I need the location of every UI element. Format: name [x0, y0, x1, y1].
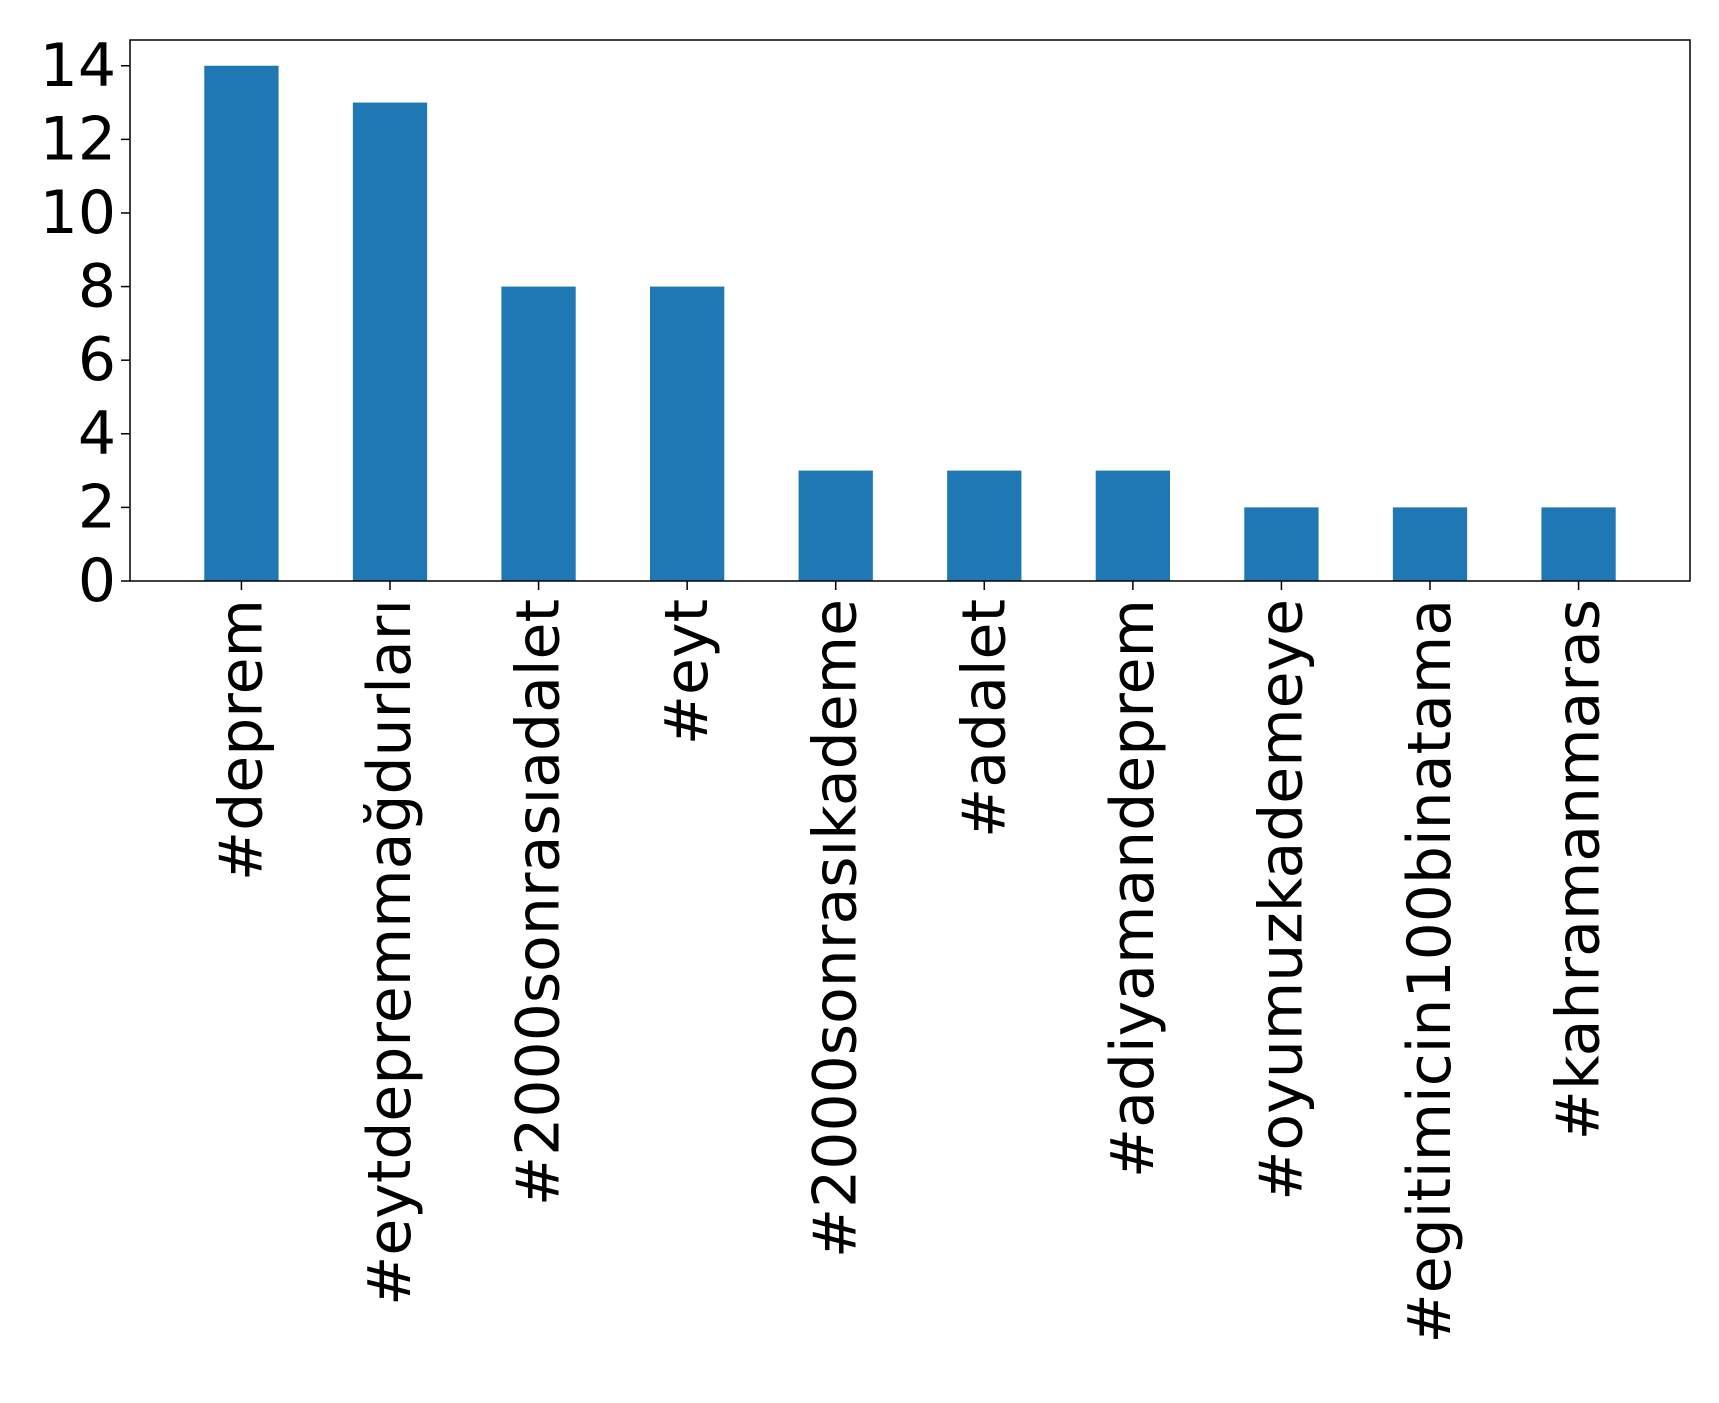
- x-tick-label: #2000sonrasıadalet: [504, 599, 574, 1206]
- y-tick-label: 4: [78, 399, 116, 469]
- x-tick-label: #eytdepremmağdurları: [355, 599, 425, 1306]
- bar: [798, 470, 873, 581]
- x-tick-label: #oyumuzkademeye: [1246, 599, 1316, 1201]
- y-tick-label: 12: [40, 104, 116, 174]
- plot-frame: [129, 39, 1691, 582]
- x-tick-label: #deprem: [206, 599, 276, 881]
- bar: [650, 286, 725, 581]
- x-tick-label: #2000sonrasıkademe: [801, 599, 871, 1258]
- y-tick-label: 6: [78, 325, 116, 395]
- bar: [1095, 470, 1170, 581]
- bar: [501, 286, 576, 581]
- x-tick-label: #adalet: [949, 599, 1019, 838]
- y-tick-label: 8: [78, 252, 116, 322]
- bar: [1541, 507, 1616, 581]
- bar: [947, 470, 1022, 581]
- y-tick-label: 14: [40, 31, 116, 101]
- bar: [352, 102, 428, 581]
- bar: [1244, 507, 1319, 581]
- x-tick-label: #kahramanmaras: [1544, 599, 1614, 1140]
- bars-group: [204, 65, 1616, 581]
- x-tick-label: #egitimicin100binatama: [1395, 599, 1465, 1344]
- y-tick-label: 2: [78, 472, 116, 542]
- x-axis: #deprem #eytdepremmağdurları #2000sonrasıa…: [206, 581, 1614, 1344]
- x-tick-label: #adiyamandeprem: [1098, 599, 1168, 1178]
- y-tick-label: 0: [78, 546, 116, 616]
- x-tick-label: #eyt: [652, 599, 722, 745]
- bar: [204, 65, 279, 581]
- y-tick-label: 10: [40, 178, 116, 248]
- bar: [1392, 507, 1468, 581]
